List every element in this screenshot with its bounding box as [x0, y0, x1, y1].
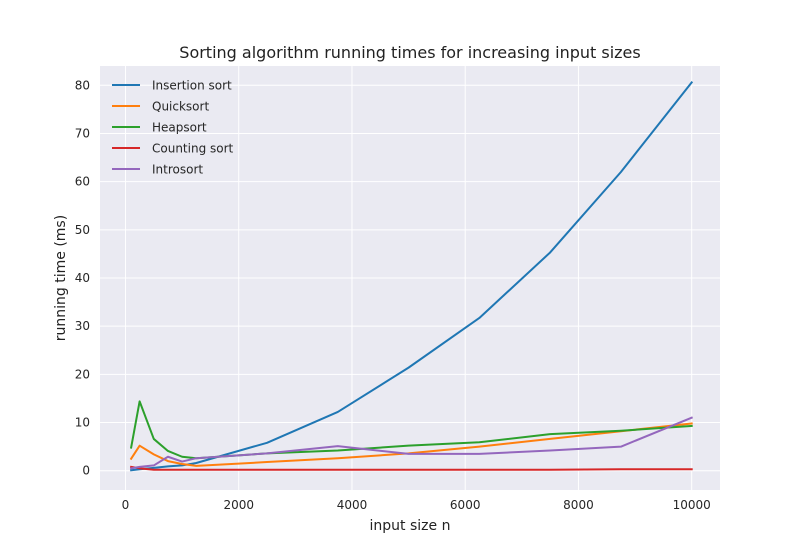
- legend-label-heapsort: Heapsort: [152, 121, 207, 135]
- y-axis-label: running time (ms): [53, 215, 69, 341]
- y-tick-label: 50: [75, 223, 90, 237]
- x-axis-label: input size n: [370, 518, 451, 534]
- x-tick-label: 6000: [450, 498, 481, 512]
- y-tick-label: 40: [75, 271, 90, 285]
- x-tick-label: 0: [122, 498, 130, 512]
- x-tick-label: 10000: [673, 498, 711, 512]
- y-tick-label: 0: [82, 464, 90, 478]
- legend-label-insertion-sort: Insertion sort: [152, 79, 232, 93]
- legend-label-quicksort: Quicksort: [152, 100, 209, 114]
- y-tick-label: 70: [75, 126, 90, 140]
- series-line-introsort: [129, 416, 693, 470]
- legend: Insertion sort Quicksort Heapsort Counting …: [112, 79, 234, 177]
- grid: [100, 66, 720, 490]
- series-line-counting-sort: [129, 465, 693, 471]
- chart-title: Sorting algorithm running times for incr…: [179, 43, 640, 62]
- x-tick-label: 2000: [223, 498, 254, 512]
- series-line-quicksort: [129, 422, 693, 467]
- legend-label-introsort: Introsort: [152, 163, 203, 177]
- series-line-insertion-sort: [130, 80, 694, 472]
- x-tick-label: 8000: [563, 498, 594, 512]
- series-lines: [129, 80, 694, 472]
- legend-label-counting-sort: Counting sort: [152, 142, 234, 156]
- y-tick-label: 30: [75, 319, 90, 333]
- y-tick-label: 60: [75, 175, 90, 189]
- y-tick-label: 20: [75, 367, 90, 381]
- x-tick-label: 4000: [337, 498, 368, 512]
- y-ticks: 0 10 20 30 40 50 60 70 80: [75, 78, 90, 477]
- y-tick-label: 10: [75, 416, 90, 430]
- x-ticks: 0 2000 4000 6000 8000 10000: [122, 498, 711, 512]
- y-tick-label: 80: [75, 78, 90, 92]
